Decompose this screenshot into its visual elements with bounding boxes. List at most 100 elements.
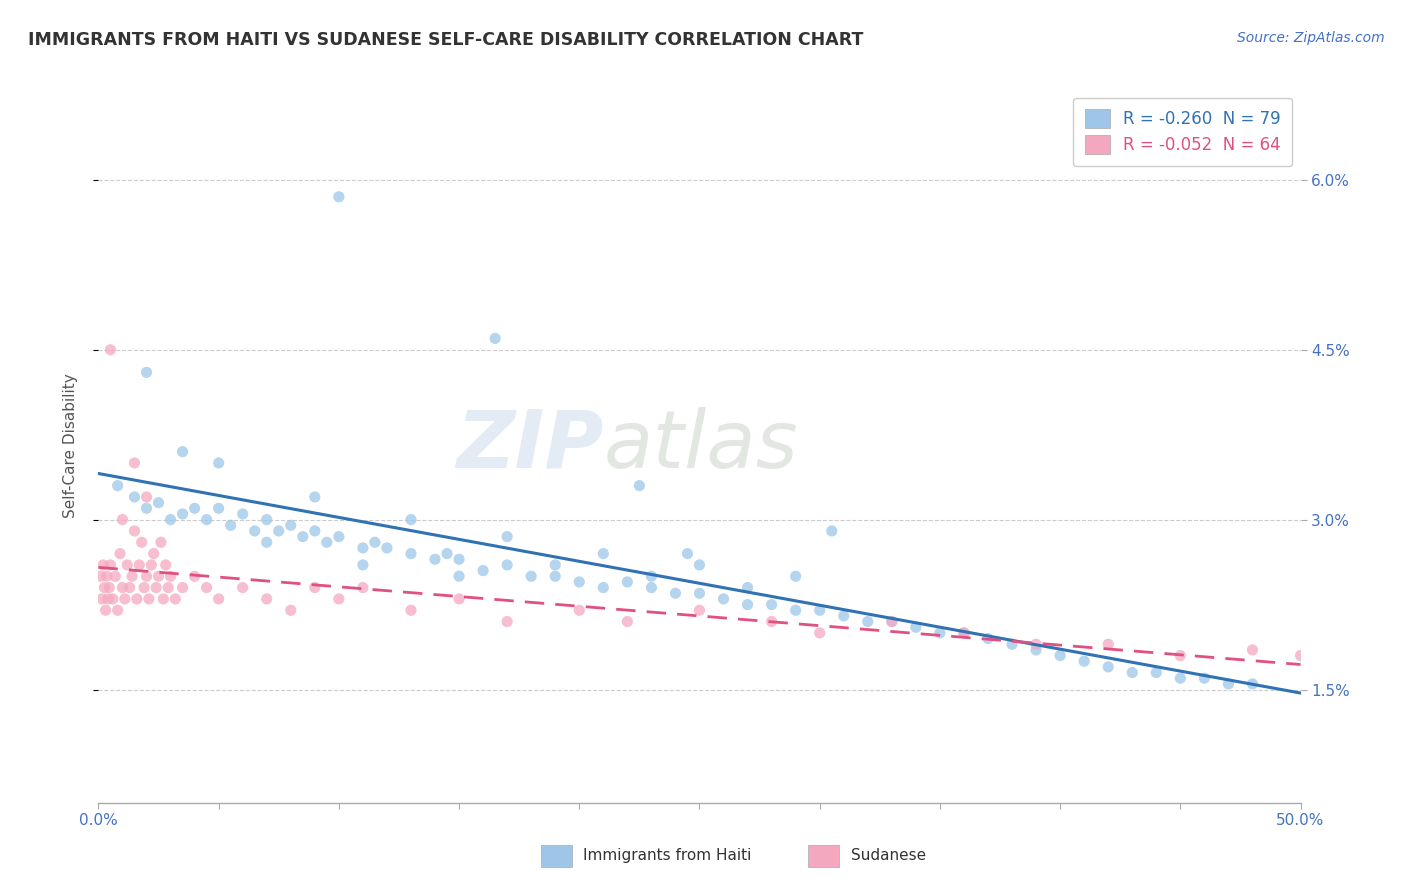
Point	[159, 513, 181, 527]
Point	[640, 569, 662, 583]
Point	[544, 558, 567, 572]
FancyBboxPatch shape	[541, 845, 572, 867]
Point	[124, 490, 146, 504]
Point	[399, 547, 422, 561]
Point	[568, 574, 591, 589]
Point	[616, 574, 638, 589]
Point	[91, 591, 114, 606]
Point	[399, 603, 422, 617]
Point	[100, 343, 122, 357]
Point	[1289, 648, 1312, 663]
Point	[98, 581, 121, 595]
Point	[172, 444, 194, 458]
Point	[689, 603, 711, 617]
Point	[1097, 637, 1119, 651]
Point	[1170, 648, 1192, 663]
Point	[447, 552, 470, 566]
Point	[135, 501, 157, 516]
Point	[904, 620, 927, 634]
Point	[315, 535, 337, 549]
Point	[138, 591, 160, 606]
Point	[1241, 677, 1264, 691]
Point	[856, 615, 879, 629]
Point	[616, 615, 638, 629]
Point	[472, 564, 495, 578]
Point	[157, 581, 180, 595]
Point	[640, 581, 662, 595]
Point	[1097, 660, 1119, 674]
Point	[124, 524, 146, 538]
Point	[821, 524, 844, 538]
Point	[399, 513, 422, 527]
Point	[208, 456, 231, 470]
Point	[97, 591, 120, 606]
Point	[256, 535, 278, 549]
Y-axis label: Self-Care Disability: Self-Care Disability	[63, 374, 77, 518]
Point	[135, 365, 157, 379]
Point	[785, 569, 807, 583]
Point	[256, 513, 278, 527]
Point	[93, 581, 115, 595]
Point	[496, 615, 519, 629]
Point	[108, 547, 131, 561]
Point	[280, 603, 302, 617]
Point	[145, 581, 167, 595]
Point	[117, 558, 139, 572]
Point	[1194, 671, 1216, 685]
Point	[94, 603, 117, 617]
Point	[111, 581, 134, 595]
Point	[124, 456, 146, 470]
Point	[135, 569, 157, 583]
Point	[149, 535, 172, 549]
Point	[436, 547, 458, 561]
Point	[141, 558, 163, 572]
Point	[364, 535, 387, 549]
Point	[953, 626, 976, 640]
Point	[155, 558, 177, 572]
Point	[484, 331, 506, 345]
Point	[114, 591, 136, 606]
Point	[328, 190, 350, 204]
Point	[977, 632, 1000, 646]
Point	[195, 513, 218, 527]
Point	[90, 569, 112, 583]
Point	[183, 501, 205, 516]
Text: Immigrants from Haiti: Immigrants from Haiti	[583, 848, 752, 863]
Point	[121, 569, 143, 583]
Point	[101, 591, 124, 606]
Point	[808, 603, 831, 617]
Point	[496, 530, 519, 544]
Point	[107, 603, 129, 617]
Text: Source: ZipAtlas.com: Source: ZipAtlas.com	[1237, 31, 1385, 45]
Point	[544, 569, 567, 583]
Point	[142, 547, 165, 561]
Point	[1121, 665, 1143, 680]
Point	[328, 530, 350, 544]
Point	[208, 591, 231, 606]
Text: ZIP: ZIP	[456, 407, 603, 485]
Point	[132, 581, 155, 595]
Point	[352, 541, 374, 555]
Point	[159, 569, 181, 583]
Point	[100, 558, 122, 572]
Point	[172, 581, 194, 595]
Point	[352, 581, 374, 595]
Point	[128, 558, 150, 572]
Point	[375, 541, 398, 555]
Point	[737, 598, 759, 612]
Text: atlas: atlas	[603, 407, 799, 485]
Point	[148, 569, 170, 583]
Point	[111, 513, 134, 527]
Point	[208, 501, 231, 516]
Point	[1049, 648, 1071, 663]
Point	[152, 591, 174, 606]
Point	[761, 598, 783, 612]
Point	[243, 524, 266, 538]
Point	[1218, 677, 1240, 691]
Point	[91, 558, 114, 572]
Point	[352, 558, 374, 572]
Point	[423, 552, 446, 566]
Point	[304, 524, 326, 538]
Point	[183, 569, 205, 583]
Point	[291, 530, 314, 544]
